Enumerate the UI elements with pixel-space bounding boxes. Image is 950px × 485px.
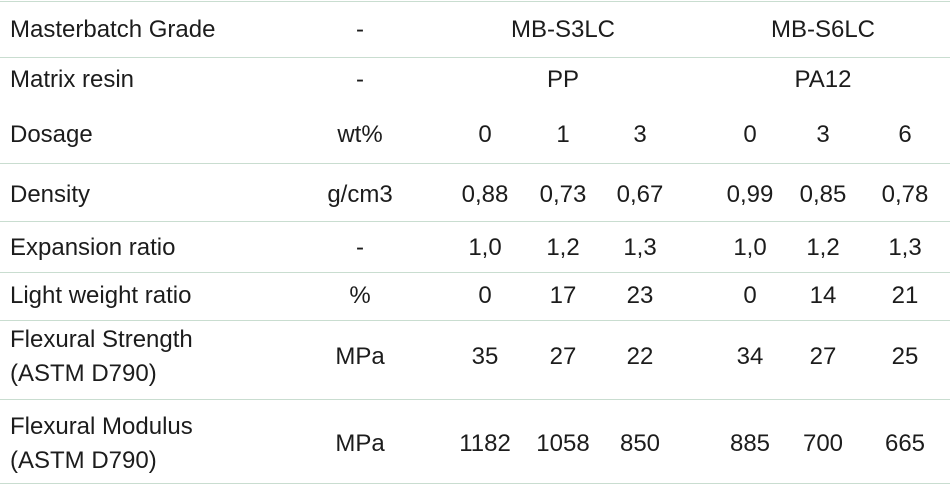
cell: 27 <box>549 343 577 370</box>
cell: 0,85 <box>799 181 847 208</box>
cell: - <box>356 16 364 43</box>
cell: % <box>349 282 371 309</box>
cell: 0,73 <box>539 181 587 208</box>
cell: 14 <box>809 282 837 309</box>
cell: 885 <box>729 430 771 457</box>
cell: 0,88 <box>461 181 509 208</box>
cell: 1058 <box>536 430 590 457</box>
cell: PA12 <box>794 66 852 93</box>
cell: 1,3 <box>888 234 922 261</box>
row-label: Flexural Modulus (ASTM D790) <box>10 413 193 474</box>
cell: 6 <box>898 121 912 148</box>
cell: 0 <box>478 282 492 309</box>
row-label: Light weight ratio <box>10 282 192 309</box>
cell: 25 <box>891 343 919 370</box>
cell: 0,67 <box>616 181 664 208</box>
row-label: Flexural Strength (ASTM D790) <box>10 326 193 387</box>
cell: 23 <box>626 282 654 309</box>
cell: 0 <box>743 282 757 309</box>
row-label: Matrix resin <box>10 66 135 93</box>
row-rule <box>0 57 950 58</box>
cell: 0,78 <box>881 181 929 208</box>
row-rule <box>0 272 950 273</box>
row-rule <box>0 399 950 400</box>
cell: 0 <box>743 121 757 148</box>
row-label: Dosage <box>10 121 93 148</box>
cell: 700 <box>802 430 844 457</box>
row-label: Masterbatch Grade <box>10 16 216 43</box>
cell: 34 <box>736 343 764 370</box>
cell: MPa <box>335 343 385 370</box>
cell: MB-S3LC <box>510 16 616 43</box>
row-rule <box>0 221 950 222</box>
cell: 17 <box>549 282 577 309</box>
row-rule <box>0 163 950 164</box>
row-label: Expansion ratio <box>10 234 176 261</box>
cell: wt% <box>337 121 383 148</box>
cell: 27 <box>809 343 837 370</box>
cell: 1,3 <box>623 234 657 261</box>
row-rule <box>0 320 950 321</box>
cell: 1,0 <box>733 234 767 261</box>
cell: 21 <box>891 282 919 309</box>
cell: 850 <box>619 430 661 457</box>
row-rule <box>0 1 950 2</box>
cell: MPa <box>335 430 385 457</box>
cell: 1,0 <box>468 234 502 261</box>
cell: g/cm3 <box>327 181 393 208</box>
row-label: Density <box>10 181 91 208</box>
cell: 3 <box>816 121 830 148</box>
cell: 1,2 <box>806 234 840 261</box>
cell: 35 <box>471 343 499 370</box>
cell: 1,2 <box>546 234 580 261</box>
cell: 0,99 <box>726 181 774 208</box>
cell: 665 <box>884 430 926 457</box>
cell: 22 <box>626 343 654 370</box>
cell: 3 <box>633 121 647 148</box>
cell: - <box>356 66 364 93</box>
cell: 1182 <box>459 430 511 457</box>
cell: MB-S6LC <box>770 16 876 43</box>
row-rule <box>0 483 950 484</box>
cell: 1 <box>556 121 570 148</box>
cell: - <box>356 234 364 261</box>
cell: 0 <box>478 121 492 148</box>
cell: PP <box>546 66 580 93</box>
